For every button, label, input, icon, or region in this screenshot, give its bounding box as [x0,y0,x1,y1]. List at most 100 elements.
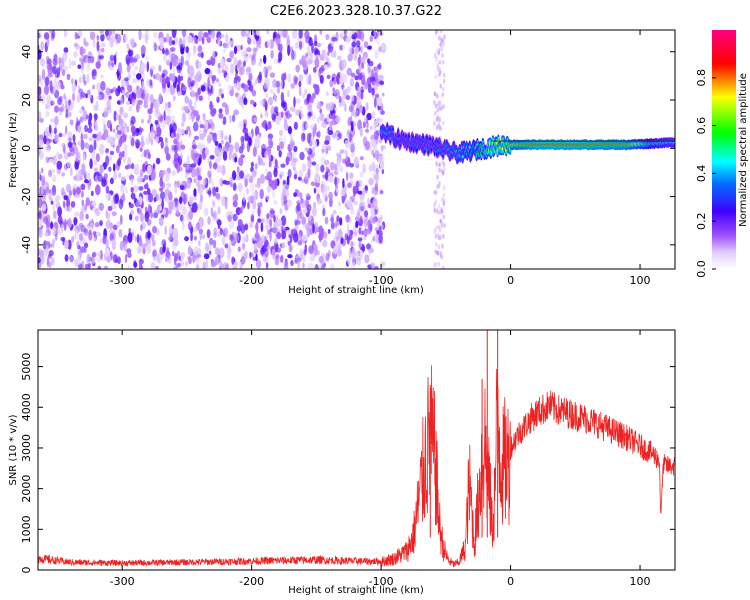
noise-cell [51,239,55,249]
noise-cell [112,163,116,172]
noise-cell [99,220,103,227]
noise-cell [222,180,228,185]
noise-cell [316,42,322,48]
noise-cell [39,248,43,260]
noise-cell [332,209,337,215]
echo-cell [422,138,424,142]
noise-cell [141,80,145,90]
noise-cell [210,206,214,218]
noise-cell [83,170,87,176]
noise-cell [322,53,329,59]
noise-cell [177,74,181,86]
noise-cell [181,30,187,38]
noise-cell [371,111,376,120]
noise-cell [59,62,63,74]
noise-cell [124,123,128,130]
noise-cell [131,163,135,170]
noise-cell [91,68,97,77]
noise-cell [438,244,441,250]
noise-cell [56,67,60,78]
x-tick-label: -100 [369,274,394,287]
noise-cell [191,113,194,123]
noise-cell [237,59,242,66]
noise-cell [227,214,232,222]
noise-cell [96,82,102,92]
noise-cell [80,246,86,254]
noise-cell [153,167,156,176]
noise-cell [240,30,246,37]
noise-cell [293,145,298,153]
noise-cell [347,182,352,189]
noise-cell [226,58,232,63]
noise-cell [302,61,306,68]
noise-cell [259,99,265,106]
noise-cell [49,86,54,94]
noise-cell [370,207,376,218]
noise-cell [249,183,256,192]
noise-cell [72,85,76,94]
noise-cell [324,216,329,225]
noise-cell [85,213,89,220]
noise-cell [141,118,144,124]
noise-cell [146,242,152,254]
x-tick-label: -200 [239,274,264,287]
noise-cell [133,261,138,268]
noise-cell [186,126,191,132]
noise-cell [131,98,136,106]
noise-cell [152,225,157,234]
noise-cell [436,62,439,67]
noise-cell [345,214,350,223]
noise-cell [179,75,184,81]
noise-cell [369,247,374,254]
noise-cell [306,44,311,55]
noise-cell [331,37,338,42]
noise-cell [129,54,133,63]
noise-cell [280,101,286,108]
noise-cell [321,187,328,199]
noise-cell [217,62,221,69]
noise-cell [245,173,251,180]
noise-cell [195,167,200,178]
noise-cell [105,219,112,230]
noise-cell [42,248,48,259]
noise-cell [75,186,81,196]
noise-cell [178,142,182,153]
noise-cell [442,38,445,43]
noise-cell [197,180,201,192]
noise-cell [440,220,444,226]
noise-cell [47,73,53,78]
y-tick-label: 0 [20,567,33,574]
noise-cell [438,210,442,215]
noise-cell [434,200,437,205]
noise-cell [87,117,91,126]
noise-cell [439,83,442,89]
noise-cell [300,110,304,119]
noise-cell [100,33,105,42]
noise-cell [246,188,249,195]
noise-cell [127,252,132,258]
noise-cell [371,161,376,172]
noise-cell [374,49,379,60]
noise-cell [440,46,443,52]
noise-cell [272,78,277,88]
noise-cell [309,253,315,263]
noise-cell [337,156,341,168]
noise-cell [100,47,105,53]
noise-cell [329,101,334,112]
noise-cell [173,227,179,237]
spectrogram-y-ticks: -40 -20 0 20 40 [20,45,675,254]
noise-cell [356,86,363,91]
noise-cell [146,164,152,176]
noise-cell [314,123,317,134]
noise-cell [87,51,93,58]
noise-cell [94,222,100,228]
noise-cell [220,139,224,145]
noise-cell [434,74,438,80]
noise-cell [207,76,210,88]
noise-cell [363,116,368,122]
noise-cell [356,211,361,222]
noise-cell [74,161,79,170]
noise-cell [367,66,372,73]
noise-cell [355,110,359,116]
noise-cell [77,30,83,37]
